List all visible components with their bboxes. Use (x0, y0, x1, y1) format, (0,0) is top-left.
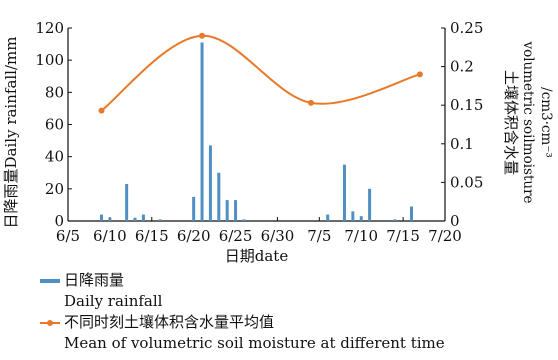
x-tick-label: 6/15 (135, 227, 169, 245)
rainfall-bar (359, 216, 363, 221)
x-tick-label: 7/5 (307, 227, 331, 245)
rainfall-bar (192, 196, 196, 221)
x-tick-label: 6/20 (177, 227, 211, 245)
legend-rainfall-cn: 日降雨量 (64, 271, 125, 289)
x-tick-label: 6/30 (261, 227, 295, 245)
rainfall-bar (234, 200, 238, 221)
rainfall-bar (368, 188, 372, 221)
legend-moisture-cn: 不同时刻土壤体积含水量平均值 (64, 313, 275, 331)
legend-item-rainfall: 日降雨量 (40, 270, 445, 291)
right-y-axis-label-line-2: volumetric soilmoisture (520, 40, 536, 203)
left-tick-label: 60 (45, 116, 64, 134)
legend-item-moisture: 不同时刻土壤体积含水量平均值 (40, 312, 445, 333)
right-tick-label: 0.2 (450, 58, 474, 76)
axes: 0 20 40 60 80 100 120 0 0.05 0.1 0.15 0.2 0.25 6/5 6/1… (35, 19, 483, 245)
left-y-axis-label: 日降雨量Daily rainfall/mm (2, 37, 20, 229)
left-tick-label: 40 (45, 148, 64, 166)
rainfall-bar (141, 214, 145, 221)
rainfall-bar (351, 211, 355, 221)
right-tick-label: 0.25 (450, 19, 483, 37)
rainfall-bar (125, 184, 129, 221)
rainfall-bar (133, 217, 137, 221)
right-tick-label: 0.05 (450, 173, 483, 191)
soil-moisture-line (98, 32, 423, 114)
left-tick-label: 0 (54, 212, 64, 230)
rainfall-bar (100, 214, 104, 221)
rainfall-bars (100, 42, 413, 221)
legend-rainfall-en: Daily rainfall (64, 292, 163, 310)
rainfall-bar (409, 206, 413, 221)
x-tick-label: 7/10 (344, 227, 378, 245)
rainfall-bar (208, 145, 212, 221)
legend: 日降雨量 Daily rainfall 不同时刻土壤体积含水量平均值 Mean … (40, 270, 445, 354)
right-tick-label: 0.15 (450, 96, 483, 114)
x-tick-label: 6/5 (56, 227, 80, 245)
rainfall-bar (342, 164, 346, 221)
rainfall-bar (158, 219, 162, 221)
soil-moisture-point (307, 99, 314, 106)
left-tick-label: 100 (35, 51, 64, 69)
right-tick-label: 0.1 (450, 135, 474, 153)
rainfall-bar (217, 172, 221, 221)
legend-moisture-en: Mean of volumetric soil moisture at diff… (64, 334, 445, 352)
right-y-axis-label-line-1: 土壤体积含水量 (502, 70, 520, 175)
x-tick-label: 7/15 (386, 227, 420, 245)
x-tick-label: 6/25 (219, 227, 253, 245)
left-tick-label: 120 (35, 19, 64, 37)
rainfall-bar (393, 219, 397, 221)
bar-swatch-icon (40, 278, 60, 283)
left-tick-label: 20 (45, 180, 64, 198)
rainfall-bar (108, 217, 112, 221)
rainfall-bar (200, 42, 204, 221)
x-tick-label: 7/20 (428, 227, 462, 245)
x-axis-label: 日期date (225, 247, 289, 265)
soil-moisture-point (199, 32, 206, 39)
right-y-axis-label-line-3: /cm3·cm⁻³ (538, 87, 554, 158)
soil-moisture-curve (100, 34, 421, 112)
axis-labels: 日期date 日降雨量Daily rainfall/mm 土壤体积含水量 vol… (2, 37, 554, 265)
right-tick-label: 0 (450, 212, 460, 230)
line-swatch-icon (40, 317, 60, 329)
soil-moisture-point (98, 107, 105, 114)
rainfall-bar (242, 219, 246, 221)
x-tick-label: 6/10 (93, 227, 127, 245)
rainfall-bar (225, 200, 229, 221)
left-tick-label: 80 (45, 83, 64, 101)
rainfall-bar (326, 214, 330, 221)
soil-moisture-point (416, 71, 423, 78)
